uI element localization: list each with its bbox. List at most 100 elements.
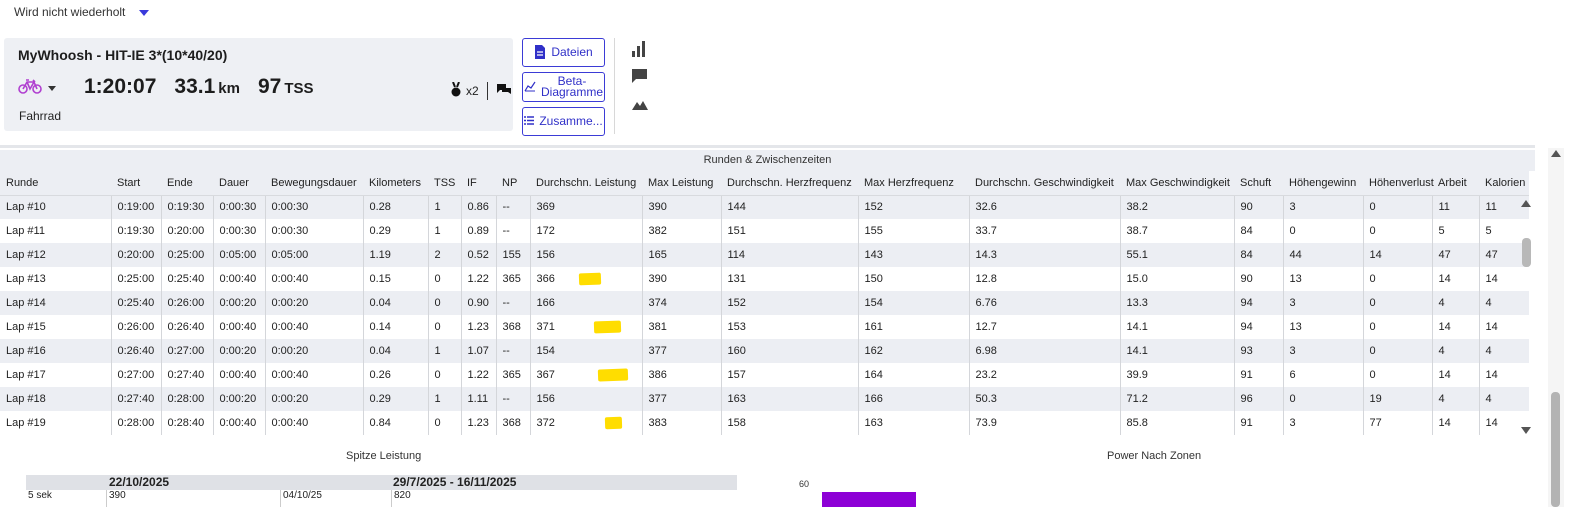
table-cell: 0:26:40 [110,339,161,363]
repeat-selector[interactable]: Wird nicht wiederholt [14,5,150,19]
table-cell: 152 [857,195,969,219]
distance-metric: 33.1 km [174,75,240,98]
table-cell: 0:00:20 [264,387,363,411]
table-cell: 131 [720,267,858,291]
table-row[interactable]: Lap #19 0:28:00 0:28:40 0:00:40 0:00:40 0.84 0… [0,411,1529,435]
laps-column-header[interactable]: Max Herzfrequenz [858,171,969,196]
table-cell: 94 [1233,291,1283,315]
social-badges: x2 [450,81,512,100]
kudos-count: x2 [466,84,479,98]
laps-column-header[interactable]: TSS [428,171,461,196]
chevron-down-icon[interactable] [48,86,56,91]
peak-header-row: 22/10/2025 29/7/2025 - 16/11/2025 [26,475,737,490]
table-cell: 150 [857,267,969,291]
table-cell: 2 [427,243,461,267]
table-row[interactable]: Lap #16 0:26:40 0:27:00 0:00:20 0:00:20 0.04 1… [0,339,1529,363]
repeat-label: Wird nicht wiederholt [14,5,126,19]
table-row[interactable]: Lap #12 0:20:00 0:25:00 0:05:00 0:05:00 1.19 2… [0,243,1529,267]
table-cell: 381 [641,315,721,339]
files-button-label: Dateien [551,45,593,59]
table-cell: 0:00:40 [212,363,265,387]
table-cell: 0:00:40 [264,315,363,339]
laps-column-header[interactable]: Runde [0,171,111,196]
table-cell: 156 [529,387,642,411]
comment-icon[interactable] [632,69,647,88]
table-cell: 0 [1362,291,1432,315]
laps-header-row: Runde Start Ende Dauer Bewegungsdauer Kilomet… [0,171,1529,196]
scroll-up-icon[interactable] [1521,200,1531,207]
sport-selector[interactable] [18,78,56,99]
scroll-down-icon[interactable] [1521,427,1531,434]
elevation-icon[interactable] [632,97,648,115]
laps-column-header[interactable]: Max Leistung [642,171,721,196]
section-divider [0,145,1535,148]
bar-chart-icon[interactable] [632,41,646,62]
files-button[interactable]: Dateien [522,38,605,67]
table-cell: 14 [1362,243,1432,267]
table-cell: 371 [529,315,642,339]
table-scroll-thumb[interactable] [1522,238,1531,267]
table-cell: 368 [495,411,530,435]
table-cell: 377 [641,339,721,363]
table-cell: 161 [857,315,969,339]
table-row[interactable]: Lap #10 0:19:00 0:19:30 0:00:30 0:00:30 0.28 1… [0,195,1529,219]
laps-column-header[interactable]: Ende [161,171,213,196]
laps-column-header[interactable]: Kilometers [363,171,428,196]
beta-label-line1: Beta- [557,74,587,88]
table-cell: 166 [529,291,642,315]
laps-column-header[interactable]: Höhenverlust [1363,171,1434,196]
laps-column-header[interactable]: Dauer [213,171,265,196]
table-cell: 14.3 [968,243,1120,267]
table-cell: 90 [1233,195,1283,219]
table-row[interactable]: Lap #11 0:19:30 0:20:00 0:00:30 0:00:30 0.29 1… [0,219,1529,243]
kudos-icon[interactable] [450,81,462,100]
table-cell: 1.22 [460,363,496,387]
table-cell: Lap #18 [0,387,111,411]
table-cell: 164 [857,363,969,387]
laps-column-header[interactable]: Max Geschwindigkeit [1120,171,1234,196]
table-cell: 1.19 [362,243,428,267]
table-cell: 0:00:40 [264,267,363,291]
table-row[interactable]: Lap #14 0:25:40 0:26:00 0:00:20 0:00:20 0.04 0… [0,291,1529,315]
laps-column-header[interactable]: Durchschn. Geschwindigkeit [969,171,1120,196]
laps-column-header[interactable]: Bewegungsdauer [265,171,363,196]
chart-line-icon [524,81,536,94]
highlight-mark [593,320,621,334]
table-cell: 0:00:30 [264,195,363,219]
beta-charts-button[interactable]: Beta- Diagramme [522,72,605,102]
laps-column-header[interactable]: Start [111,171,161,196]
table-cell: 0:19:00 [110,195,161,219]
laps-column-header[interactable]: Kalorien [1479,171,1529,196]
activity-metrics: 1:20:07 33.1 km 97 TSS [84,75,314,99]
page-scroll-thumb[interactable] [1551,392,1560,507]
table-row[interactable]: Lap #15 0:26:00 0:26:40 0:00:40 0:00:40 0.14 0… [0,315,1529,339]
table-cell: 6.76 [968,291,1120,315]
table-cell: 14 [1431,363,1479,387]
table-cell: 382 [641,219,721,243]
table-row[interactable]: Lap #13 0:25:00 0:25:40 0:00:40 0:00:40 0.15 0… [0,267,1529,291]
page-scroll-up-icon[interactable] [1551,150,1561,157]
table-cell: 0:25:40 [160,267,213,291]
table-cell: Lap #15 [0,315,111,339]
table-row[interactable]: Lap #17 0:27:00 0:27:40 0:00:40 0:00:40 0.26 0… [0,363,1529,387]
laps-column-header[interactable]: Höhengewinn [1283,171,1363,196]
laps-column-header[interactable]: Schuft [1234,171,1283,196]
table-row[interactable]: Lap #18 0:27:40 0:28:00 0:00:20 0:00:20 0.29 1… [0,387,1529,411]
laps-column-header[interactable]: Durchschn. Herzfrequenz [721,171,858,196]
table-cell: 4 [1431,339,1479,363]
laps-column-header[interactable]: Durchschn. Leistung [530,171,642,196]
peak-row-value: 390 [109,490,126,501]
comments-icon[interactable] [496,83,512,99]
toolbar-divider [614,38,615,134]
table-cell: 13.3 [1119,291,1234,315]
laps-column-header[interactable]: Arbeit [1432,171,1479,196]
laps-column-header[interactable]: NP [496,171,530,196]
laps-column-header[interactable]: IF [461,171,496,196]
table-cell: 0:00:40 [212,267,265,291]
summary-button[interactable]: Zusamme... [522,107,605,136]
table-cell: 6.98 [968,339,1120,363]
chevron-down-icon[interactable] [139,10,150,16]
table-scrollbar[interactable] [1519,195,1535,438]
table-cell: 156 [529,243,642,267]
table-cell: 91 [1233,363,1283,387]
